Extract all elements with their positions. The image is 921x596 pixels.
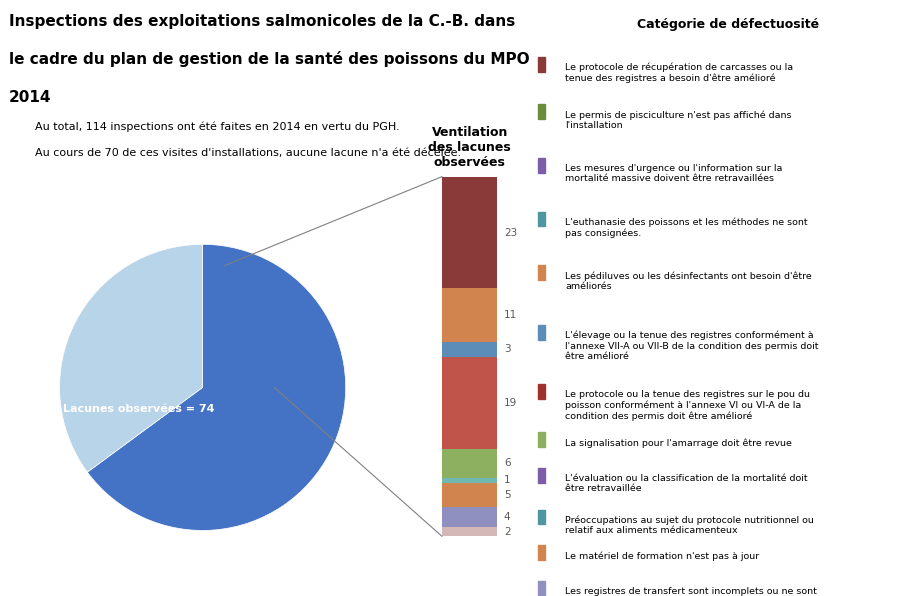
- Text: 23: 23: [504, 228, 517, 238]
- Text: 4: 4: [504, 512, 510, 522]
- Wedge shape: [87, 244, 345, 530]
- Bar: [538, 325, 545, 340]
- Bar: [442, 527, 497, 536]
- Text: La signalisation pour l'amarrage doit être revue: La signalisation pour l'amarrage doit êt…: [565, 438, 792, 448]
- Text: Le matériel de formation n'est pas à jour: Le matériel de formation n'est pas à jou…: [565, 551, 760, 561]
- Text: Catégorie de défectuosité: Catégorie de défectuosité: [636, 18, 819, 31]
- Text: 19: 19: [504, 398, 517, 408]
- Text: Au total, 114 inspections ont été faites en 2014 en vertu du PGH.: Au total, 114 inspections ont été faites…: [35, 122, 399, 132]
- Text: Lacunes observées = 74: Lacunes observées = 74: [63, 404, 214, 414]
- Text: Les pédiluves ou les désinfectants ont besoin d'être
améliorés: Les pédiluves ou les désinfectants ont b…: [565, 271, 812, 291]
- Text: Au cours de 70 de ces visites d'installations, aucune lacune n'a été décelée.: Au cours de 70 de ces visites d'installa…: [35, 148, 460, 157]
- Bar: [442, 342, 497, 356]
- Text: Préoccupations au sujet du protocole nutritionnel ou
relatif aux aliments médica: Préoccupations au sujet du protocole nut…: [565, 516, 814, 535]
- Bar: [538, 432, 545, 447]
- Bar: [538, 265, 545, 280]
- Bar: [538, 468, 545, 483]
- Text: L'évaluation ou la classification de la mortalité doit
être retravaillée: L'évaluation ou la classification de la …: [565, 474, 808, 493]
- Bar: [442, 288, 497, 342]
- Bar: [538, 57, 545, 72]
- Bar: [538, 545, 545, 560]
- Text: 11: 11: [504, 310, 517, 320]
- Bar: [538, 104, 545, 119]
- Text: Inspections des exploitations salmonicoles de la C.-B. dans: Inspections des exploitations salmonicol…: [9, 14, 516, 29]
- Text: Ventilation
des lacunes
observées: Ventilation des lacunes observées: [428, 126, 511, 169]
- Text: 1: 1: [504, 476, 510, 486]
- Bar: [442, 507, 497, 527]
- Text: Le permis de pisciculture n'est pas affiché dans
l'installation: Le permis de pisciculture n'est pas affi…: [565, 110, 792, 130]
- Text: L'élevage ou la tenue des registres conformément à
l'annexe VII-A ou VII-B de la: L'élevage ou la tenue des registres conf…: [565, 331, 819, 361]
- Text: Le protocole de récupération de carcasses ou la
tenue des registres a besoin d'ê: Le protocole de récupération de carcasse…: [565, 63, 793, 83]
- Text: 5: 5: [504, 490, 510, 500]
- Bar: [442, 356, 497, 449]
- Text: 2: 2: [504, 526, 510, 536]
- Text: 3: 3: [504, 344, 510, 354]
- Bar: [442, 478, 497, 483]
- Text: Le protocole ou la tenue des registres sur le pou du
poisson conformément à l'an: Le protocole ou la tenue des registres s…: [565, 390, 810, 421]
- Text: L'euthanasie des poissons et les méthodes ne sont
pas consignées.: L'euthanasie des poissons et les méthode…: [565, 218, 808, 238]
- Text: Les registres de transfert sont incomplets ou ne sont
pas à jour: Les registres de transfert sont incomple…: [565, 587, 817, 596]
- Text: 6: 6: [504, 458, 510, 468]
- Bar: [442, 483, 497, 507]
- Text: 2014: 2014: [9, 89, 52, 105]
- Bar: [538, 158, 545, 173]
- Text: le cadre du plan de gestion de la santé des poissons du MPO: le cadre du plan de gestion de la santé …: [9, 51, 530, 67]
- Bar: [442, 449, 497, 478]
- Text: Les mesures d'urgence ou l'information sur la
mortalité massive doivent être ret: Les mesures d'urgence ou l'information s…: [565, 164, 783, 184]
- Bar: [538, 384, 545, 399]
- Bar: [538, 212, 545, 226]
- Bar: [538, 581, 545, 596]
- Bar: [538, 510, 545, 524]
- Bar: [442, 176, 497, 288]
- Wedge shape: [60, 244, 203, 472]
